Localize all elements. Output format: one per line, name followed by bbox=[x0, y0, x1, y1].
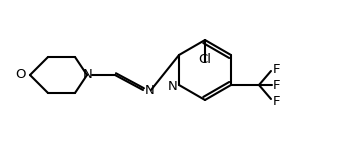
Text: O: O bbox=[16, 69, 26, 81]
Text: N: N bbox=[167, 80, 177, 93]
Text: F: F bbox=[273, 63, 280, 75]
Text: F: F bbox=[273, 94, 280, 108]
Text: Cl: Cl bbox=[199, 53, 211, 66]
Text: N: N bbox=[83, 68, 93, 81]
Text: N: N bbox=[145, 84, 155, 98]
Text: F: F bbox=[273, 78, 280, 92]
